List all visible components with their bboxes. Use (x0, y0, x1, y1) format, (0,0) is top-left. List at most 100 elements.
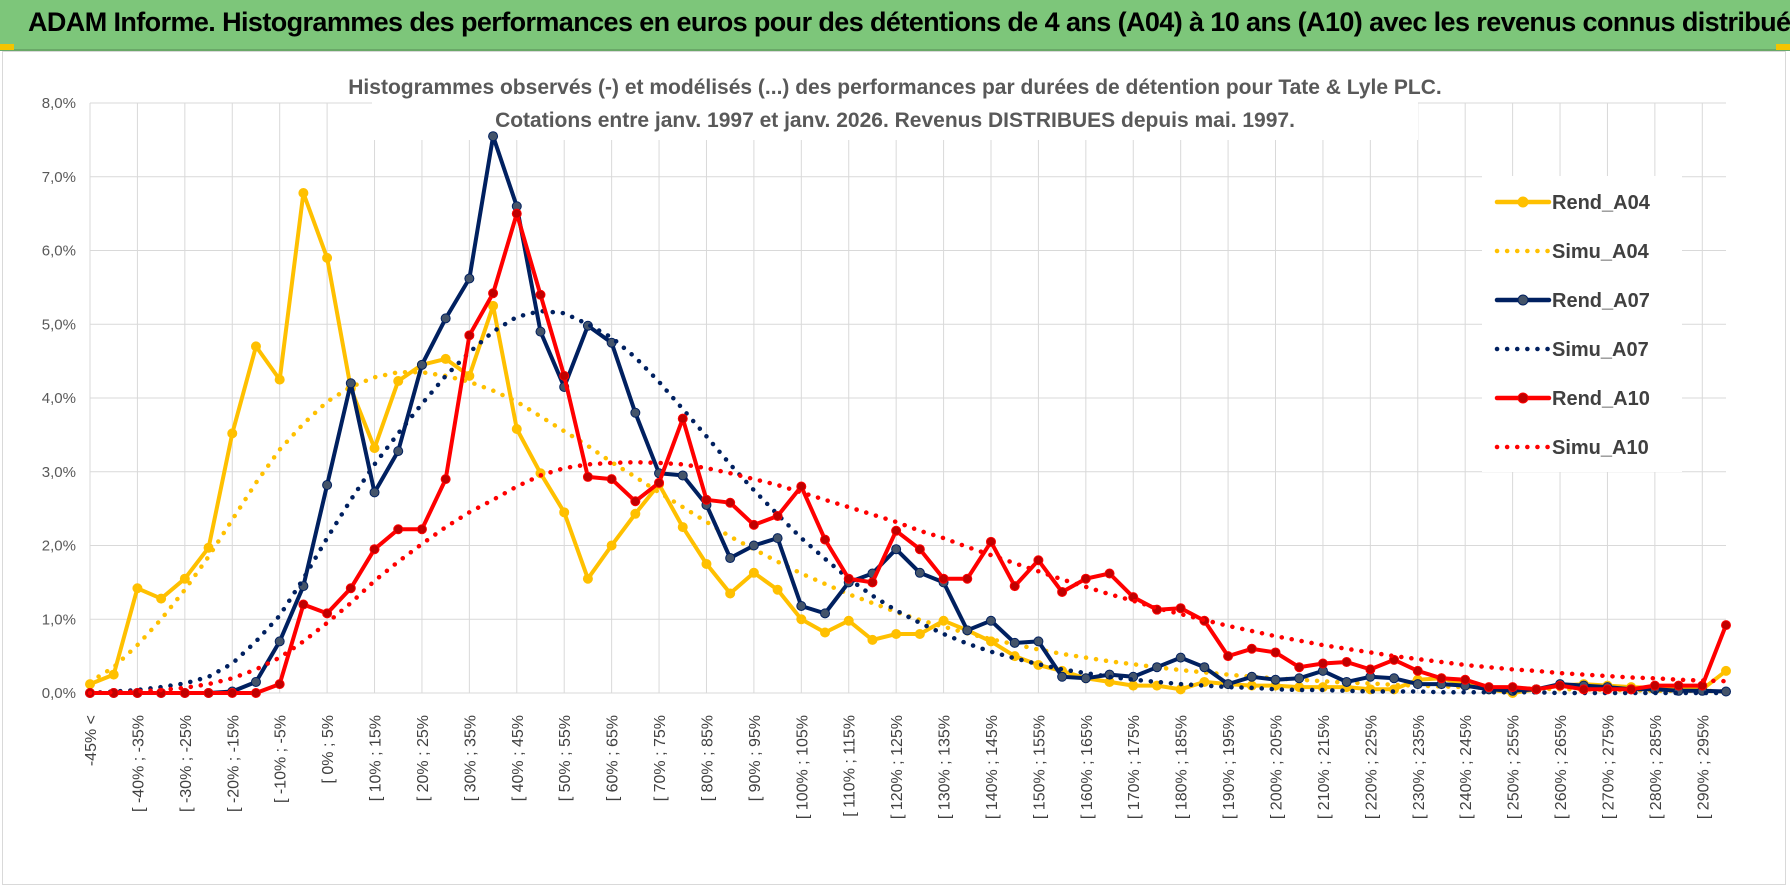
data-point-rend_a10 (962, 573, 973, 584)
data-point-rend_a04 (677, 522, 688, 533)
data-point-rend_a10 (1270, 647, 1281, 658)
data-point-rend_a10 (914, 544, 925, 555)
data-point-rend_a10 (1317, 658, 1328, 669)
data-point-rend_a10 (1507, 682, 1518, 693)
data-point-rend_a10 (820, 534, 831, 545)
data-point-rend_a10 (748, 519, 759, 530)
series-line-simu_a10 (87, 459, 1729, 696)
data-point-rend_a07 (1341, 676, 1352, 687)
x-tick-label: [ 50% ; 55% (557, 715, 574, 801)
x-tick-label: [ 90% ; 95% (747, 715, 764, 801)
legend-label: Rend_A07 (1552, 290, 1650, 312)
data-point-rend_a04 (820, 627, 831, 638)
data-point-rend_a10 (867, 577, 878, 588)
x-tick-label: [ 170% ; 175% (1126, 715, 1143, 819)
data-point-rend_a10 (796, 481, 807, 492)
x-tick-label: [ 150% ; 155% (1031, 715, 1048, 819)
data-point-rend_a10 (985, 536, 996, 547)
legend-swatch-marker (1517, 392, 1529, 404)
data-point-rend_a10 (322, 608, 333, 619)
data-point-rend_a04 (748, 567, 759, 578)
x-tick-label: [ 190% ; 195% (1221, 715, 1238, 819)
data-point-rend_a10 (630, 496, 641, 507)
series-simu_a10 (87, 459, 1729, 696)
data-point-rend_a10 (1057, 586, 1068, 597)
x-tick-label: [ 10% ; 15% (368, 715, 385, 801)
x-tick-label: [ 20% ; 25% (415, 715, 432, 801)
title-banner: ADAM Informe. Histogrammes des performan… (0, 0, 1790, 51)
y-tick-label: 6,0% (42, 243, 76, 260)
data-point-rend_a10 (1033, 555, 1044, 566)
data-point-rend_a10 (701, 494, 712, 505)
data-point-rend_a10 (393, 524, 404, 535)
y-tick-label: 1,0% (42, 611, 76, 628)
data-point-rend_a07 (488, 131, 499, 142)
series-line-simu_a07 (87, 308, 1729, 696)
x-tick-label: [ 0% ; 5% (320, 715, 337, 783)
report-title: ADAM Informe. Histogrammes des performan… (28, 7, 1790, 37)
x-tick-label: [ 200% ; 205% (1269, 715, 1286, 819)
data-point-rend_a10 (1626, 684, 1637, 695)
legend-item-rend_a07: Rend_A07 (1494, 290, 1650, 312)
data-point-rend_a10 (606, 474, 617, 485)
x-tick-label: [ 70% ; 75% (652, 715, 669, 801)
data-point-rend_a04 (440, 353, 451, 364)
y-tick-label: 5,0% (42, 316, 76, 333)
x-tick-label: [ 120% ; 125% (889, 715, 906, 819)
y-tick-label: 0,0% (42, 685, 76, 702)
data-point-rend_a07 (772, 533, 783, 544)
data-point-rend_a10 (1104, 568, 1115, 579)
legend-item-rend_a04: Rend_A04 (1494, 192, 1651, 214)
data-point-rend_a10 (1294, 662, 1305, 673)
data-point-rend_a04 (132, 583, 143, 594)
data-point-rend_a07 (345, 378, 356, 389)
data-point-rend_a04 (274, 374, 285, 385)
legend-label: Simu_A07 (1552, 339, 1649, 361)
data-point-rend_a04 (559, 507, 570, 518)
data-point-rend_a07 (725, 553, 736, 564)
y-tick-label: 8,0% (42, 95, 76, 112)
legend-item-rend_a10: Rend_A10 (1494, 388, 1650, 410)
data-point-rend_a10 (535, 289, 546, 300)
data-point-rend_a10 (725, 497, 736, 508)
data-point-rend_a04 (298, 187, 309, 198)
data-point-rend_a04 (891, 629, 902, 639)
series-line-rend_a07 (88, 134, 1728, 695)
data-point-rend_a10 (1555, 680, 1566, 691)
chart-title-background (372, 68, 1418, 140)
data-point-rend_a10 (891, 525, 902, 536)
data-point-rend_a07 (748, 540, 759, 551)
data-point-rend_a10 (654, 477, 665, 488)
data-point-rend_a04 (701, 558, 712, 569)
data-point-rend_a07 (677, 470, 688, 481)
series-simu_a07 (87, 308, 1729, 696)
data-point-rend_a10 (1080, 573, 1091, 584)
chart-title-line-2: Cotations entre janv. 1997 et janv. 2026… (495, 109, 1295, 132)
data-point-rend_a04 (772, 584, 783, 595)
x-tick-label: [ 180% ; 185% (1174, 715, 1191, 819)
x-tick-label: [ 280% ; 285% (1648, 715, 1665, 819)
data-point-rend_a04 (938, 615, 949, 626)
data-point-rend_a07 (464, 273, 475, 284)
legend-label: Simu_A10 (1552, 437, 1649, 459)
data-point-rend_a04 (179, 573, 190, 584)
legend-item-simu_a10: Simu_A10 (1494, 437, 1649, 459)
series-line-simu_a04 (87, 369, 1729, 694)
data-point-rend_a04 (1128, 680, 1139, 691)
data-point-rend_a10 (1175, 603, 1186, 614)
data-point-rend_a07 (1412, 679, 1423, 690)
data-point-rend_a10 (440, 474, 451, 485)
data-point-rend_a07 (274, 636, 285, 647)
legend: Rend_A04 Simu_A04 Rend_A07 Simu_A07 Rend_A10… (1482, 176, 1682, 472)
corner-accent-right (1776, 44, 1790, 50)
data-point-rend_a07 (796, 600, 807, 611)
x-tick-label: [ 210% ; 215% (1316, 715, 1333, 819)
x-tick-label: [ 130% ; 135% (937, 715, 954, 819)
legend-label: Simu_A04 (1552, 241, 1650, 263)
x-tick-label: [ 230% ; 235% (1411, 715, 1428, 819)
series-rend_a10 (85, 208, 1731, 698)
legend-label: Rend_A04 (1552, 192, 1651, 214)
x-tick-label: -45% < (83, 715, 100, 766)
data-point-rend_a10 (1531, 684, 1542, 695)
